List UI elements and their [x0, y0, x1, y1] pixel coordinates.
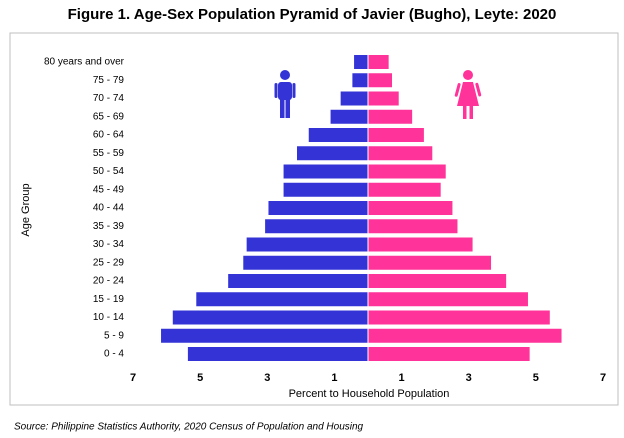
bar: [368, 91, 399, 106]
male-icon: [274, 70, 296, 118]
bar: [368, 328, 562, 343]
bar: [368, 274, 507, 288]
y-tick-label: 15 - 19: [93, 294, 125, 305]
x-tick-label: 3: [264, 372, 270, 384]
bar: [368, 73, 392, 88]
bar: [330, 109, 368, 124]
y-tick-label: 60 - 64: [93, 130, 125, 141]
y-tick-label: 55 - 59: [93, 148, 125, 159]
y-tick-label: 75 - 79: [93, 75, 125, 86]
chart-border: [9, 32, 619, 406]
y-axis-label: Age Group: [20, 183, 32, 236]
x-tick-label: 5: [197, 372, 203, 384]
x-tick-label: 7: [600, 372, 606, 384]
bar: [265, 219, 368, 234]
bar: [368, 292, 528, 307]
y-tick-label: 80 years and over: [44, 57, 125, 68]
female-icon: [454, 70, 482, 119]
y-tick-label: 70 - 74: [93, 93, 125, 104]
bar: [368, 255, 492, 270]
bar: [368, 109, 413, 124]
chart-title: Figure 1. Age-Sex Population Pyramid of …: [68, 6, 557, 23]
y-tick-label: 25 - 29: [93, 257, 125, 268]
bar: [354, 55, 368, 69]
x-tick-label: 1: [399, 372, 405, 384]
bar: [368, 55, 389, 69]
bar: [368, 201, 453, 215]
bar: [228, 274, 368, 288]
bar: [368, 347, 530, 361]
y-tick-label: 65 - 69: [93, 111, 125, 122]
bar: [246, 237, 368, 252]
bar: [340, 91, 368, 106]
x-tick-label: 7: [130, 372, 136, 384]
y-tick-label: 30 - 34: [93, 239, 125, 250]
y-tick-label: 40 - 44: [93, 203, 125, 214]
bar: [368, 310, 550, 325]
bar: [368, 219, 458, 234]
bar: [368, 182, 441, 197]
bar: [243, 255, 368, 270]
y-tick-label: 0 - 4: [104, 349, 124, 360]
y-tick-label: 20 - 24: [93, 276, 125, 287]
bar: [368, 237, 473, 252]
x-tick-label: 5: [533, 372, 539, 384]
y-tick-label: 5 - 9: [104, 330, 124, 341]
y-tick-label: 35 - 39: [93, 221, 125, 232]
bar: [368, 146, 433, 161]
x-tick-label: 3: [466, 372, 472, 384]
bar: [368, 128, 424, 142]
bar: [308, 128, 368, 142]
bar: [352, 73, 368, 88]
y-tick-label: 50 - 54: [93, 166, 125, 177]
bar: [187, 347, 368, 361]
y-tick-label: 10 - 14: [93, 312, 125, 323]
x-tick-label: 1: [331, 372, 337, 384]
bar: [297, 146, 368, 161]
bar: [172, 310, 368, 325]
x-axis-label: Percent to Household Population: [289, 388, 450, 400]
y-tick-label: 45 - 49: [93, 184, 125, 195]
source-note: Source: Philippine Statistics Authority,…: [14, 422, 364, 433]
bar: [161, 328, 368, 343]
bar: [196, 292, 368, 307]
bar: [368, 164, 446, 179]
bar: [268, 201, 368, 215]
bar: [283, 182, 368, 197]
bar: [283, 164, 368, 179]
